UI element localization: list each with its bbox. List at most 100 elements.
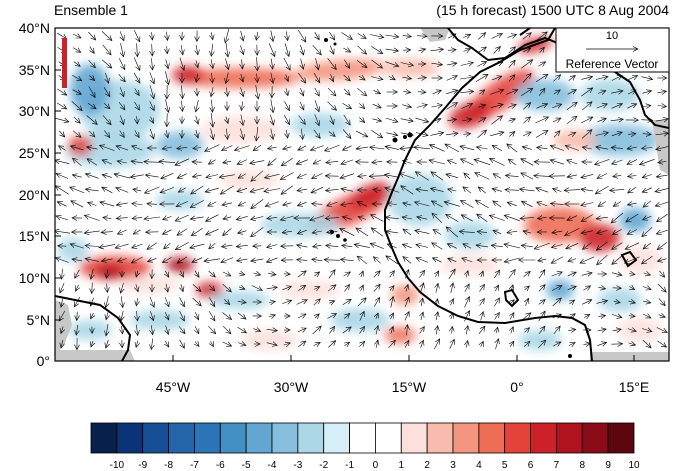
wind-vector <box>116 188 129 193</box>
wind-vector <box>222 342 231 346</box>
wind-vector <box>612 228 622 235</box>
wind-vector <box>357 33 366 39</box>
wind-vector <box>475 200 489 209</box>
wind-vector <box>283 343 291 345</box>
wind-vector <box>536 188 549 193</box>
wind-vector <box>520 189 535 191</box>
wind-vector <box>493 174 502 179</box>
wind-vector <box>597 342 606 345</box>
colorbar-labels: -10 -9 -8 -7 -6 -5 -4 -3 -2 -1 0 1 2 3 4 5 6 7 8 9 10 <box>110 460 640 471</box>
wind-vector <box>373 257 381 264</box>
wind-vector <box>101 232 113 233</box>
wind-vector <box>613 201 621 207</box>
wind-vector <box>84 231 100 233</box>
wind-vector <box>372 161 383 162</box>
wind-vector <box>504 215 520 222</box>
wind-vector <box>59 146 66 151</box>
wind-vector <box>612 314 622 317</box>
wind-vector <box>237 301 246 302</box>
anomaly-blob <box>68 320 112 340</box>
colorbar-label: 9 <box>605 460 611 471</box>
wind-vector <box>165 340 169 347</box>
wind-vector <box>314 287 320 290</box>
wind-vector <box>373 190 382 191</box>
wind-vector <box>449 339 455 349</box>
wind-vector <box>567 215 578 221</box>
wind-vector <box>222 245 233 247</box>
anomaly-strip <box>62 38 67 88</box>
wind-vector <box>415 230 430 233</box>
wind-vector <box>490 104 503 107</box>
wind-vector <box>219 175 235 178</box>
y-tick-label-25n: 25°N <box>19 145 50 161</box>
wind-vector <box>611 212 624 223</box>
wind-vector <box>340 228 355 236</box>
anomaly-blob <box>290 113 350 137</box>
wind-vector <box>88 202 97 205</box>
wind-vector <box>136 284 138 291</box>
wind-vector <box>564 190 580 191</box>
anomaly-blob <box>580 79 640 111</box>
wind-vector <box>657 242 667 249</box>
wind-vector <box>268 147 277 149</box>
wind-vector <box>147 242 158 250</box>
wind-vector <box>237 188 248 191</box>
wind-vector <box>145 175 159 177</box>
wind-vector <box>62 268 63 279</box>
wind-vector <box>73 158 82 167</box>
wind-vector <box>175 158 190 165</box>
wind-vector <box>597 254 608 265</box>
wind-vector <box>297 245 308 247</box>
wind-vector <box>538 326 545 334</box>
wind-vector <box>257 73 258 83</box>
wind-vector <box>357 45 367 54</box>
wind-vector <box>212 99 213 112</box>
wind-vector <box>627 147 637 149</box>
wind-vector <box>370 77 383 80</box>
wind-vector <box>451 313 454 320</box>
wind-vector <box>612 329 621 331</box>
wind-vector <box>386 133 398 136</box>
wind-vector <box>405 270 408 279</box>
wind-vector <box>344 342 349 346</box>
wind-vector <box>250 187 265 192</box>
wind-vector <box>226 87 227 97</box>
wind-vector <box>222 145 233 151</box>
wind-vector <box>150 128 154 139</box>
colorbar-label: -6 <box>216 460 225 471</box>
anomaly-blob <box>598 288 642 312</box>
wind-vector <box>284 43 289 57</box>
wind-vector <box>222 325 231 334</box>
wind-vector <box>508 75 515 82</box>
wind-vector <box>495 285 498 291</box>
wind-vector <box>85 246 100 247</box>
wind-vector <box>447 50 456 51</box>
wind-vector <box>344 284 350 292</box>
wind-vector <box>525 286 530 290</box>
wind-vector <box>271 58 272 69</box>
wind-vector <box>583 344 591 345</box>
wind-vector <box>132 204 143 205</box>
wind-vector <box>451 283 453 294</box>
wind-vector <box>447 63 457 65</box>
wind-vector <box>477 118 486 123</box>
wind-vector <box>61 326 63 334</box>
wind-vector <box>116 203 128 205</box>
wind-vector <box>297 174 307 178</box>
wind-vector <box>581 130 592 139</box>
wind-vector <box>582 147 592 149</box>
wind-vector <box>251 227 264 236</box>
wind-vector <box>597 118 607 121</box>
x-axis: 45°W 30°W 15°W 0° 15°E <box>156 355 649 395</box>
colorbar-label: 10 <box>628 460 640 471</box>
wind-vector <box>552 231 563 233</box>
wind-vector <box>192 257 203 263</box>
x-tick-label-30w: 30°W <box>274 379 309 395</box>
wind-vector <box>179 310 185 321</box>
wind-vector <box>521 173 534 180</box>
wind-vector <box>284 101 290 110</box>
wind-vector <box>85 174 99 179</box>
wind-vector <box>657 213 668 222</box>
wind-vector <box>385 146 399 149</box>
wind-vector <box>90 46 94 54</box>
